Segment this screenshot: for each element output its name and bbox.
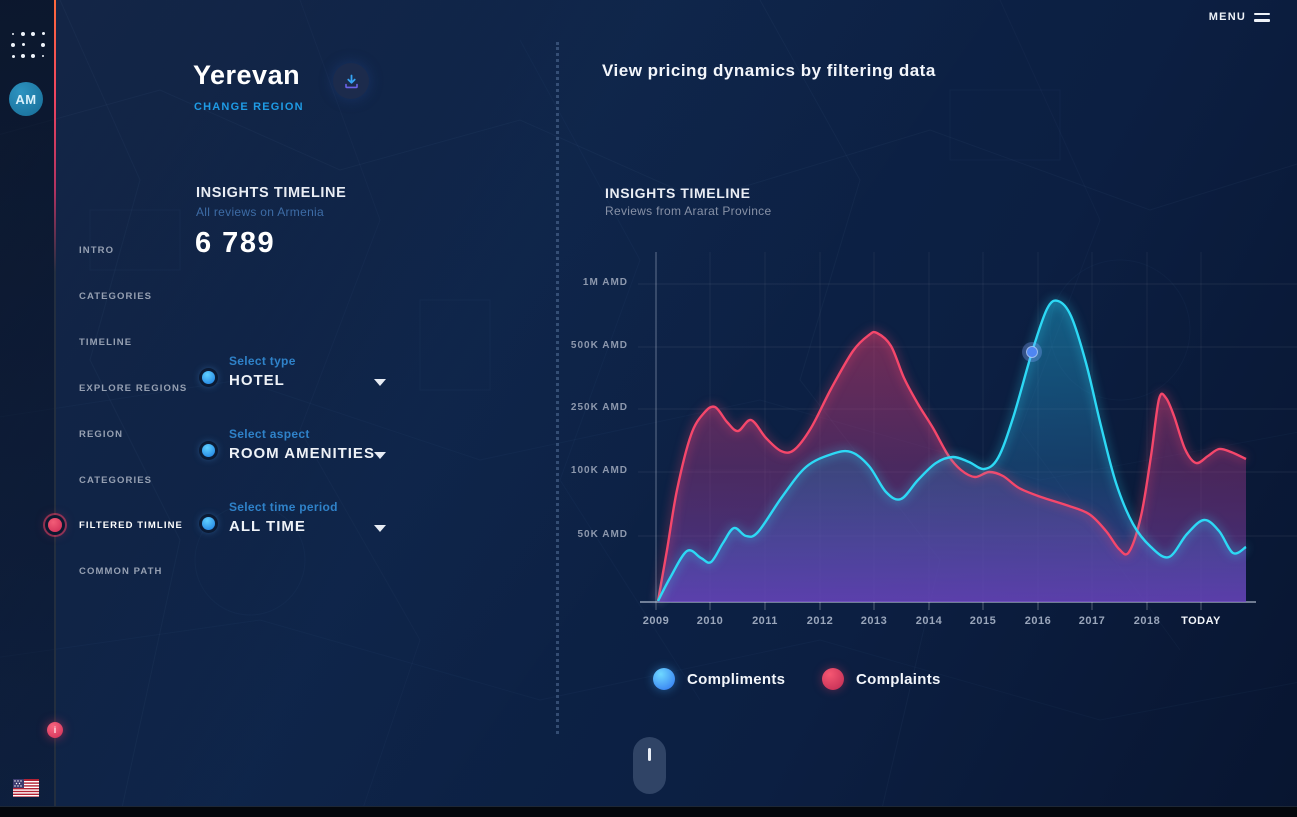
mouse-wheel-icon bbox=[648, 748, 651, 761]
legend-item-complaints[interactable]: Complaints bbox=[822, 668, 941, 690]
x-axis-tick-label: 2009 bbox=[626, 615, 686, 627]
x-axis-tick-label: 2010 bbox=[680, 615, 740, 627]
legend-item-compliments[interactable]: Compliments bbox=[653, 668, 785, 690]
x-axis-tick-label: 2013 bbox=[844, 615, 904, 627]
legend-label: Compliments bbox=[687, 671, 785, 688]
x-axis-tick-label: 2018 bbox=[1117, 615, 1177, 627]
scroll-mouse-indicator bbox=[633, 737, 666, 794]
bottom-bar bbox=[0, 806, 1297, 817]
x-axis-tick-label: 2012 bbox=[790, 615, 850, 627]
legend-dot bbox=[653, 668, 675, 690]
dashboard-root: AM INTROCATEGORIESTIMELINEEXPLORE REGION… bbox=[0, 0, 1297, 817]
x-axis-tick-label: 2014 bbox=[899, 615, 959, 627]
x-axis-tick-label: 2016 bbox=[1008, 615, 1068, 627]
x-axis-tick-label: 2011 bbox=[735, 615, 795, 627]
x-axis-tick-label: TODAY bbox=[1171, 615, 1231, 627]
legend-label: Complaints bbox=[856, 671, 941, 688]
timeline-chart[interactable] bbox=[0, 0, 1297, 817]
x-axis-tick-label: 2015 bbox=[953, 615, 1013, 627]
legend-dot bbox=[822, 668, 844, 690]
x-axis-tick-label: 2017 bbox=[1062, 615, 1122, 627]
